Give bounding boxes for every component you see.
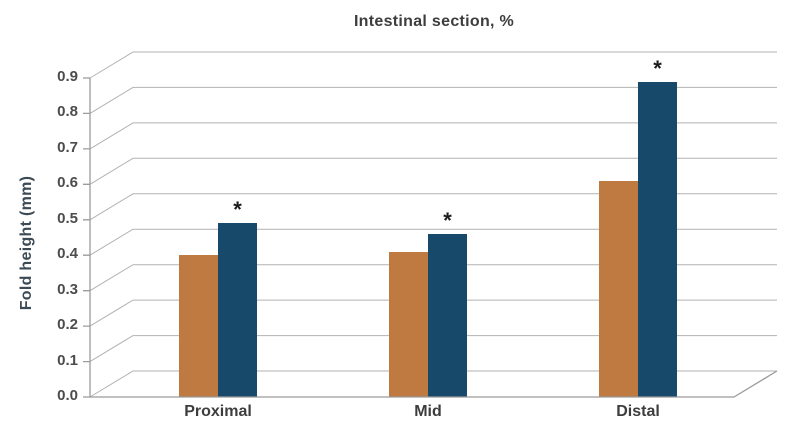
significance-asterisk-distal: * [653, 55, 662, 81]
y-tick-label-0.2: 0.2 [57, 316, 78, 334]
y-tick-label-0.3: 0.3 [57, 280, 78, 298]
significance-asterisk-proximal: * [233, 197, 242, 223]
y-tick-label-0.5: 0.5 [57, 209, 78, 227]
y-tick-label-0.4: 0.4 [57, 245, 78, 263]
x-axis-label-proximal: Proximal [184, 403, 252, 420]
y-tick-label-0.8: 0.8 [57, 103, 78, 121]
y-tick-label-0.1: 0.1 [57, 351, 78, 369]
y-tick-label-0.7: 0.7 [57, 138, 78, 156]
x-axis-label-mid: Mid [414, 403, 442, 420]
significance-asterisk-mid: * [443, 208, 452, 233]
y-tick-label-0.6: 0.6 [57, 174, 78, 192]
chart-title: Intestinal section, % [353, 13, 515, 30]
x-axis-label-distal: Distal [616, 403, 660, 420]
y-tick-label-0.9: 0.9 [57, 68, 78, 85]
y-tick-label-0.0: 0.0 [57, 387, 78, 404]
